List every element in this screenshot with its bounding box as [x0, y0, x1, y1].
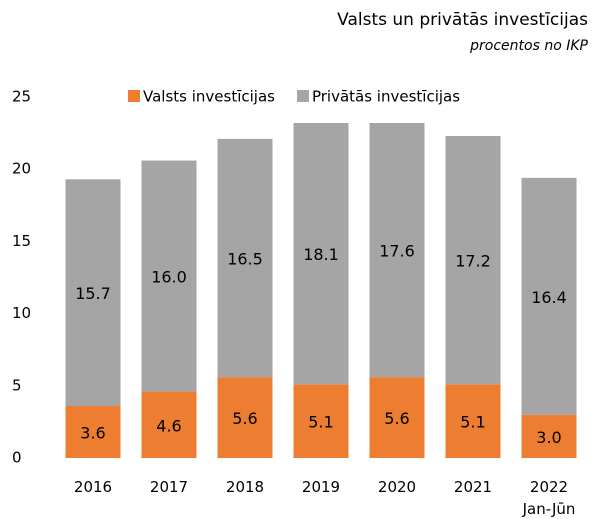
legend-swatch — [296, 90, 309, 102]
x-tick-label: 2021 — [453, 478, 493, 496]
bar-segment — [293, 122, 349, 385]
y-tick-label: 10 — [12, 304, 31, 322]
bar-segment — [445, 135, 501, 385]
data-label: 17.2 — [455, 252, 491, 271]
bar-segment — [217, 377, 273, 458]
data-label: 16.0 — [151, 268, 187, 287]
data-label: 16.5 — [227, 250, 263, 269]
bar-segment — [521, 414, 577, 458]
legend-label: Valsts investīcijas — [143, 88, 275, 106]
x-tick-label: 2022 Jan-Jūn — [522, 478, 576, 518]
bar-segment — [521, 177, 577, 415]
y-tick-label: 15 — [12, 232, 31, 250]
data-label: 18.1 — [303, 245, 339, 264]
chart-subtitle: procentos no IKP — [469, 38, 588, 54]
data-label: 3.6 — [80, 424, 105, 443]
legend-swatch — [128, 90, 140, 102]
x-tick-label: 2017 — [149, 478, 189, 496]
data-label: 5.6 — [232, 409, 257, 428]
bar-segment — [65, 179, 121, 407]
x-tick-label: 2016 — [73, 478, 113, 496]
bar-segment — [369, 122, 425, 378]
bar-segment — [445, 384, 501, 458]
y-tick-label: 5 — [12, 376, 22, 394]
bar-segment — [369, 377, 425, 458]
y-tick-label: 20 — [12, 160, 31, 178]
data-label: 4.6 — [156, 416, 181, 435]
data-label: 5.1 — [308, 413, 333, 432]
x-tick-label: 2019 — [301, 478, 341, 496]
chart-title: Valsts un privātās investīcijas — [337, 10, 588, 30]
y-tick-label: 0 — [12, 449, 22, 467]
data-label: 3.0 — [536, 428, 561, 447]
x-tick-label: 2018 — [225, 478, 265, 496]
bar-segment — [141, 160, 197, 392]
data-label: 15.7 — [75, 284, 111, 303]
data-label: 5.1 — [460, 413, 485, 432]
data-label: 16.4 — [531, 288, 567, 307]
legend-label: Privātās investīcijas — [312, 88, 460, 106]
bar-segment — [293, 384, 349, 458]
y-tick-label: 25 — [12, 88, 31, 106]
data-label: 17.6 — [379, 242, 415, 261]
x-tick-label: 2020 — [377, 478, 417, 496]
bar-segment — [141, 391, 197, 458]
bar-segment — [65, 406, 121, 458]
bar-segment — [217, 138, 273, 378]
data-label: 5.6 — [384, 409, 409, 428]
